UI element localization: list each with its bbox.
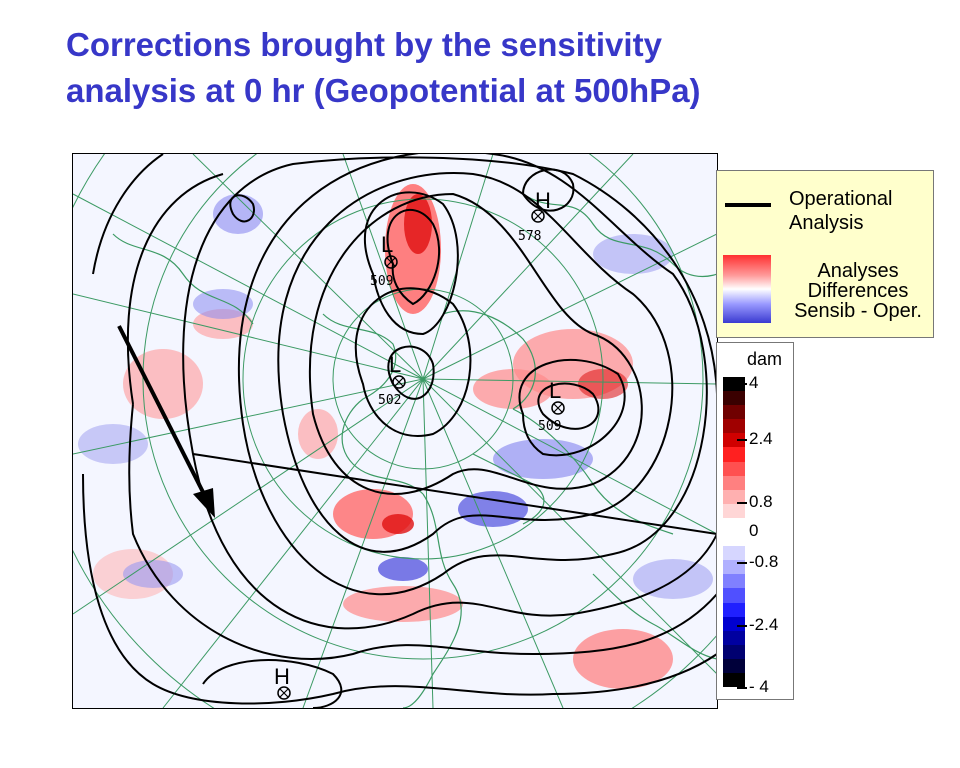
scale-unit: dam xyxy=(747,349,783,369)
legend: Operational Analysis Analyses Difference… xyxy=(716,170,934,338)
low-center-1: L 509 xyxy=(370,232,398,289)
scale-bar xyxy=(723,377,745,688)
operational-line-swatch xyxy=(725,203,771,207)
scale-color-step xyxy=(723,588,745,603)
high-center-1: H 578 xyxy=(518,188,551,244)
scale-color-step xyxy=(723,672,745,688)
differences-swatch xyxy=(723,255,771,323)
scale-color-step xyxy=(723,517,745,533)
scale-color-step xyxy=(723,419,745,434)
difference-shading xyxy=(78,184,713,689)
center-letter: L xyxy=(389,352,401,377)
map-canvas: H 578 L 509 L 502 L 509 xyxy=(73,154,717,708)
cross-circle-icon xyxy=(551,401,565,415)
scale-tick: - 4 xyxy=(737,677,769,697)
scale-tick: 2.4 xyxy=(737,429,773,449)
scale-color-step xyxy=(723,433,745,448)
scale-color-step xyxy=(723,391,745,406)
center-value: 509 xyxy=(370,274,393,289)
geopotential-contours xyxy=(82,154,717,708)
cross-circle-icon xyxy=(277,686,291,700)
scale-color-step xyxy=(723,532,745,547)
scale-color-step xyxy=(723,644,745,659)
scale-tick: 4 xyxy=(737,373,758,393)
scale-tick: 0.8 xyxy=(737,492,773,512)
scale-color-step xyxy=(723,377,745,392)
title-line-2: analysis at 0 hr (Geopotential at 500hPa… xyxy=(66,72,701,109)
center-letter: H xyxy=(274,664,290,689)
high-center-2: H xyxy=(274,664,291,700)
scale-color-step xyxy=(723,503,745,518)
color-scale: dam 4 2.4 0.8 0 -0.8 -2.4 - 4 xyxy=(716,342,794,700)
low-center-3: L 509 xyxy=(538,378,565,434)
low-center-2: L 502 xyxy=(378,352,406,408)
center-value: 578 xyxy=(518,229,541,244)
center-value: 502 xyxy=(378,393,401,408)
scale-color-step xyxy=(723,546,745,561)
scale-tick: 0 xyxy=(749,521,759,540)
scale-tick: -0.8 xyxy=(737,552,778,572)
scale-tick: -2.4 xyxy=(737,615,778,635)
title-line-1: Corrections brought by the sensitivity xyxy=(66,26,662,63)
cross-circle-icon xyxy=(384,255,398,269)
scale-color-step xyxy=(723,616,745,631)
polar-stereographic-map: H 578 L 509 L 502 L 509 xyxy=(72,153,718,709)
cross-circle-icon xyxy=(392,375,406,389)
scale-color-step xyxy=(723,658,745,673)
scale-color-step xyxy=(723,475,745,490)
center-letter: L xyxy=(381,232,393,257)
operational-label: Operational Analysis xyxy=(789,188,893,234)
annotation-arrow-icon xyxy=(117,325,215,518)
center-letter: H xyxy=(535,188,551,213)
center-letter: L xyxy=(549,378,561,403)
differences-label: Analyses Differences Sensib - Oper. xyxy=(794,260,922,322)
figure-title: Corrections brought by the sensitivity a… xyxy=(66,22,866,114)
scale-color-step xyxy=(723,560,745,575)
scale-color-step xyxy=(723,447,745,462)
scale-color-step xyxy=(723,461,745,476)
scale-color-step xyxy=(723,574,745,589)
pressure-centers: H 578 L 509 L 502 L 509 xyxy=(274,188,565,700)
scale-color-step xyxy=(723,630,745,645)
cross-circle-icon xyxy=(531,209,545,223)
scale-color-step xyxy=(723,489,745,504)
center-value: 509 xyxy=(538,419,561,434)
scale-color-step xyxy=(723,602,745,617)
scale-color-step xyxy=(723,405,745,420)
